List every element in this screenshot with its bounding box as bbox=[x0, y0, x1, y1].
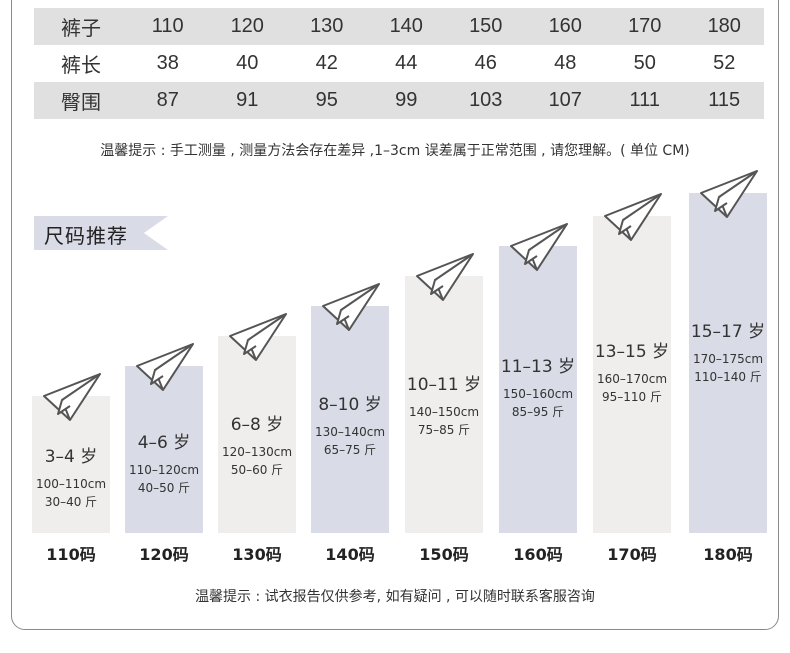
table-cell: 130 bbox=[287, 8, 367, 45]
table-cell: 160 bbox=[525, 8, 605, 45]
bar-height: 100–110cm bbox=[35, 477, 107, 491]
table-cell: 170 bbox=[605, 8, 685, 45]
size-bar: 8–10 岁 130–140cm 65–75 斤 bbox=[311, 306, 389, 533]
table-cell: 48 bbox=[525, 45, 605, 82]
bar-age: 6–8 岁 bbox=[230, 415, 284, 435]
size-bar: 4–6 岁 110–120cm 40–50 斤 bbox=[125, 366, 203, 533]
table-cell: 180 bbox=[684, 8, 764, 45]
bar-weight: 110–140 斤 bbox=[694, 370, 762, 384]
paper-plane-icon bbox=[40, 370, 104, 424]
size-bar-text: 6–8 岁 120–130cm 50–60 斤 bbox=[218, 406, 296, 479]
page-frame bbox=[11, 0, 779, 630]
table-cell: 110 bbox=[128, 8, 208, 45]
bar-weight: 50–60 斤 bbox=[230, 463, 284, 477]
size-bar-text: 4–6 岁 110–120cm 40–50 斤 bbox=[125, 424, 203, 497]
bar-height: 170–175cm bbox=[692, 352, 764, 366]
table-row: 裤子 110 120 130 140 150 160 170 180 bbox=[34, 8, 764, 45]
bar-age: 3–4 岁 bbox=[44, 447, 98, 467]
table-row: 裤长 38 40 42 44 46 48 50 52 bbox=[34, 45, 764, 82]
paper-plane-icon bbox=[319, 280, 383, 334]
table-cell: 42 bbox=[287, 45, 367, 82]
size-bar-text: 8–10 岁 130–140cm 65–75 斤 bbox=[311, 386, 389, 459]
bottom-note: 温馨提示 : 试衣报告仅供参考, 如有疑问 , 可以随时联系客服咨询 bbox=[195, 589, 595, 605]
size-label: 170码 bbox=[607, 545, 657, 564]
paper-plane-icon bbox=[226, 310, 290, 364]
bar-weight: 85–95 斤 bbox=[511, 405, 565, 419]
table-row: 臀围 87 91 95 99 103 107 111 115 bbox=[34, 82, 764, 119]
table-cell: 87 bbox=[128, 82, 208, 119]
paper-plane-icon bbox=[413, 250, 477, 304]
bar-weight: 40–50 斤 bbox=[137, 481, 191, 495]
size-bar-text: 13–15 岁 160–170cm 95–110 斤 bbox=[593, 333, 671, 406]
size-bar: 11–13 岁 150–160cm 85–95 斤 bbox=[499, 246, 577, 533]
size-label: 140码 bbox=[325, 545, 375, 564]
bar-age: 8–10 岁 bbox=[318, 395, 382, 415]
row-label: 裤子 bbox=[34, 8, 128, 45]
size-bar-text: 3–4 岁 100–110cm 30–40 斤 bbox=[32, 438, 110, 511]
size-label: 130码 bbox=[232, 545, 282, 564]
bar-height: 150–160cm bbox=[502, 387, 574, 401]
table-cell: 140 bbox=[366, 8, 446, 45]
table-cell: 120 bbox=[207, 8, 287, 45]
row-label: 裤长 bbox=[34, 45, 128, 82]
size-label: 180码 bbox=[703, 545, 753, 564]
measure-note: 温馨提示 : 手工测量 , 测量方法会存在差异 ,1–3cm 误差属于正常范围 … bbox=[100, 143, 690, 159]
table-cell: 111 bbox=[605, 82, 685, 119]
size-label: 120码 bbox=[139, 545, 189, 564]
size-bar: 13–15 岁 160–170cm 95–110 斤 bbox=[593, 216, 671, 533]
table-cell: 107 bbox=[525, 82, 605, 119]
table-cell: 150 bbox=[446, 8, 526, 45]
bar-height: 160–170cm bbox=[596, 372, 668, 386]
paper-plane-icon bbox=[601, 190, 665, 244]
row-label: 臀围 bbox=[34, 82, 128, 119]
table-cell: 115 bbox=[684, 82, 764, 119]
size-label: 160码 bbox=[513, 545, 563, 564]
size-bar: 10–11 岁 140–150cm 75–85 斤 bbox=[405, 276, 483, 533]
size-bar-text: 15–17 岁 170–175cm 110–140 斤 bbox=[689, 313, 767, 386]
table-cell: 44 bbox=[366, 45, 446, 82]
bar-weight: 95–110 斤 bbox=[602, 390, 662, 404]
size-label: 150码 bbox=[419, 545, 469, 564]
table-cell: 91 bbox=[207, 82, 287, 119]
size-bar-text: 11–13 岁 150–160cm 85–95 斤 bbox=[499, 348, 577, 421]
bar-age: 10–11 岁 bbox=[406, 375, 482, 395]
size-bar-text: 10–11 岁 140–150cm 75–85 斤 bbox=[405, 366, 483, 439]
table-cell: 50 bbox=[605, 45, 685, 82]
bar-weight: 75–85 斤 bbox=[417, 423, 471, 437]
recommend-tag-label: 尺码推荐 bbox=[44, 224, 128, 248]
size-label: 110码 bbox=[46, 545, 96, 564]
paper-plane-icon bbox=[507, 220, 571, 274]
bar-age: 11–13 岁 bbox=[500, 357, 576, 377]
bar-age: 4–6 岁 bbox=[137, 433, 191, 453]
table-cell: 95 bbox=[287, 82, 367, 119]
size-table: 裤子 110 120 130 140 150 160 170 180 裤长 38 40 42 44 46 48… bbox=[34, 8, 764, 119]
bar-weight: 65–75 斤 bbox=[323, 443, 377, 457]
recommend-tag: 尺码推荐 bbox=[34, 216, 168, 250]
table-cell: 38 bbox=[128, 45, 208, 82]
bar-height: 140–150cm bbox=[408, 405, 480, 419]
table-cell: 103 bbox=[446, 82, 526, 119]
size-bar: 6–8 岁 120–130cm 50–60 斤 bbox=[218, 336, 296, 533]
paper-plane-icon bbox=[133, 340, 197, 394]
bar-age: 15–17 岁 bbox=[690, 322, 766, 342]
table-cell: 46 bbox=[446, 45, 526, 82]
table-cell: 52 bbox=[684, 45, 764, 82]
paper-plane-icon bbox=[697, 167, 761, 221]
bar-height: 130–140cm bbox=[314, 425, 386, 439]
bar-weight: 30–40 斤 bbox=[44, 495, 98, 509]
size-bar: 15–17 岁 170–175cm 110–140 斤 bbox=[689, 193, 767, 533]
size-bar: 3–4 岁 100–110cm 30–40 斤 bbox=[32, 396, 110, 533]
table-cell: 40 bbox=[207, 45, 287, 82]
bar-age: 13–15 岁 bbox=[594, 342, 670, 362]
bar-height: 120–130cm bbox=[221, 445, 293, 459]
bar-height: 110–120cm bbox=[128, 463, 200, 477]
table-cell: 99 bbox=[366, 82, 446, 119]
